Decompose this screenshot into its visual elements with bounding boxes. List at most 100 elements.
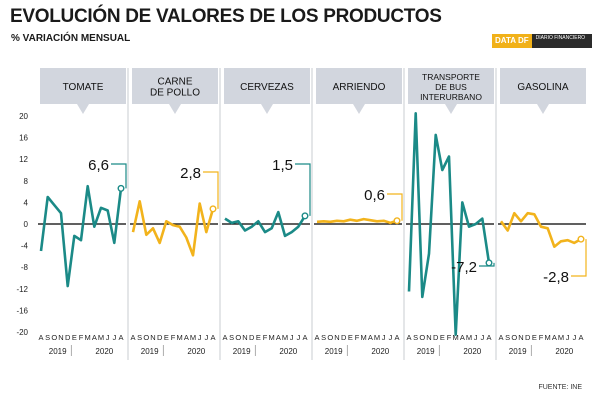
x-tick-label: M bbox=[361, 333, 367, 342]
x-tick-label: J bbox=[480, 333, 484, 342]
x-tick-label: S bbox=[321, 333, 326, 342]
x-tick-label: J bbox=[204, 333, 208, 342]
x-tick-label: M bbox=[453, 333, 459, 342]
year-label: 2020 bbox=[463, 347, 481, 356]
x-tick-label: N bbox=[518, 333, 523, 342]
x-tick-label: S bbox=[229, 333, 234, 342]
year-label: 2020 bbox=[371, 347, 389, 356]
series-header-panel bbox=[408, 68, 494, 114]
x-tick-label: M bbox=[558, 333, 564, 342]
x-tick-label: D bbox=[525, 333, 531, 342]
x-tick-label: J bbox=[388, 333, 392, 342]
x-tick-label: A bbox=[130, 333, 135, 342]
y-tick-label: -8 bbox=[21, 263, 29, 272]
series-header-label: CARNE DE POLLO bbox=[150, 77, 200, 99]
x-tick-label: A bbox=[222, 333, 227, 342]
callout-value: 2,8 bbox=[180, 165, 201, 182]
last-point-marker bbox=[209, 205, 217, 213]
callout-line bbox=[387, 193, 403, 221]
x-tick-label: J bbox=[474, 333, 478, 342]
x-tick-label: M bbox=[190, 333, 196, 342]
x-tick-label: J bbox=[112, 333, 116, 342]
series-header-panel bbox=[224, 68, 310, 114]
x-tick-label: A bbox=[184, 333, 189, 342]
x-tick-label: A bbox=[38, 333, 43, 342]
x-tick-label: A bbox=[368, 333, 373, 342]
y-tick-label: -20 bbox=[16, 328, 28, 337]
series-header-label: TOMATE bbox=[63, 82, 104, 93]
year-label: 2019 bbox=[49, 347, 67, 356]
callout-value: 6,6 bbox=[88, 157, 109, 174]
x-tick-label: F bbox=[539, 333, 544, 342]
x-tick-label: E bbox=[532, 333, 537, 342]
callout-value: 1,5 bbox=[272, 157, 293, 174]
last-point-marker bbox=[577, 235, 585, 243]
x-tick-label: A bbox=[118, 333, 123, 342]
series-header-panel bbox=[132, 68, 218, 114]
year-label: 2020 bbox=[187, 347, 205, 356]
y-tick-label: 20 bbox=[19, 112, 28, 121]
x-tick-label: D bbox=[157, 333, 163, 342]
x-tick-label: O bbox=[143, 333, 149, 342]
x-tick-label: E bbox=[256, 333, 261, 342]
source-note: FUENTE: INE bbox=[538, 384, 582, 391]
callout-line bbox=[111, 163, 127, 189]
series-line bbox=[499, 211, 582, 248]
x-tick-label: N bbox=[426, 333, 431, 342]
callout-line bbox=[295, 163, 311, 216]
chart-subtitle: % VARIACIÓN MENSUAL bbox=[11, 33, 131, 44]
x-tick-label: M bbox=[374, 333, 380, 342]
last-point-marker bbox=[393, 217, 401, 225]
y-tick-label: -4 bbox=[21, 242, 29, 251]
x-tick-label: M bbox=[466, 333, 472, 342]
x-tick-label: N bbox=[150, 333, 155, 342]
x-tick-label: M bbox=[98, 333, 104, 342]
callout-value: -2,8 bbox=[543, 269, 569, 286]
series-header-panel bbox=[40, 68, 126, 114]
x-tick-label: J bbox=[290, 333, 294, 342]
x-tick-label: M bbox=[85, 333, 91, 342]
x-tick-label: E bbox=[440, 333, 445, 342]
y-tick-label: -16 bbox=[16, 306, 28, 315]
last-point-marker bbox=[301, 212, 309, 220]
x-tick-label: M bbox=[282, 333, 288, 342]
x-tick-label: O bbox=[51, 333, 57, 342]
x-tick-label: D bbox=[433, 333, 439, 342]
x-tick-label: F bbox=[171, 333, 176, 342]
year-label: 2020 bbox=[555, 347, 573, 356]
x-tick-label: S bbox=[505, 333, 510, 342]
x-tick-label: A bbox=[276, 333, 281, 342]
x-tick-label: D bbox=[341, 333, 347, 342]
year-label: 2019 bbox=[233, 347, 251, 356]
x-tick-label: A bbox=[406, 333, 411, 342]
x-tick-label: S bbox=[45, 333, 50, 342]
x-tick-label: E bbox=[348, 333, 353, 342]
series-header-label: CERVEZAS bbox=[240, 82, 294, 93]
logo-sub: DIARIO FINANCIERO bbox=[531, 34, 592, 48]
chart-title: EVOLUCIÓN DE VALORES DE LOS PRODUCTOS bbox=[10, 6, 442, 27]
x-tick-label: E bbox=[164, 333, 169, 342]
x-tick-label: D bbox=[249, 333, 255, 342]
x-tick-label: F bbox=[263, 333, 268, 342]
series-line bbox=[316, 217, 398, 225]
x-tick-label: J bbox=[382, 333, 386, 342]
x-tick-label: O bbox=[327, 333, 333, 342]
x-tick-label: J bbox=[566, 333, 570, 342]
year-label: 2019 bbox=[417, 347, 435, 356]
x-tick-label: O bbox=[511, 333, 517, 342]
year-label: 2020 bbox=[95, 347, 113, 356]
series-line bbox=[131, 200, 215, 257]
x-tick-label: N bbox=[334, 333, 339, 342]
x-tick-label: S bbox=[413, 333, 418, 342]
year-label: 2020 bbox=[279, 347, 297, 356]
x-tick-label: A bbox=[210, 333, 215, 342]
y-tick-label: 16 bbox=[19, 134, 28, 143]
x-tick-label: N bbox=[58, 333, 63, 342]
x-tick-label: A bbox=[552, 333, 557, 342]
y-tick-label: 0 bbox=[24, 220, 29, 229]
year-label: 2019 bbox=[141, 347, 159, 356]
x-tick-label: J bbox=[198, 333, 202, 342]
x-tick-label: F bbox=[447, 333, 452, 342]
x-tick-label: M bbox=[545, 333, 551, 342]
x-tick-label: A bbox=[498, 333, 503, 342]
